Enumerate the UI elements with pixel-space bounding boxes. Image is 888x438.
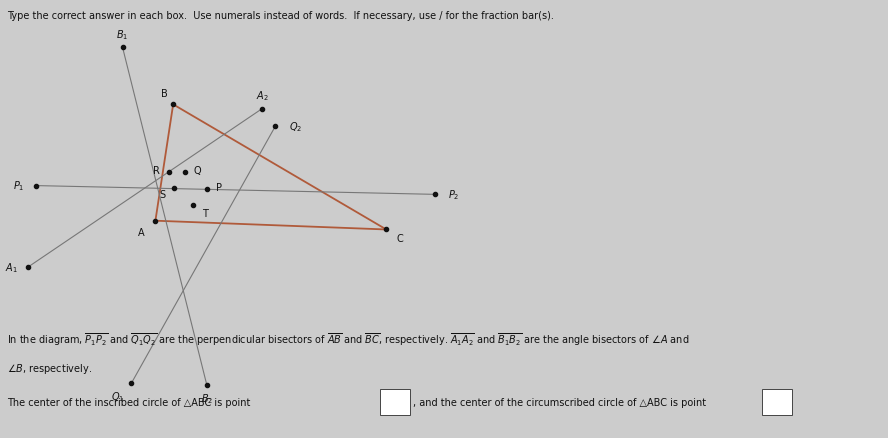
FancyBboxPatch shape [380,389,410,415]
Text: $A_1$: $A_1$ [5,260,18,274]
Text: P: P [216,183,222,192]
Text: $P_1$: $P_1$ [13,179,25,193]
FancyBboxPatch shape [762,389,792,415]
Text: Q: Q [194,166,202,176]
Text: , and the center of the circumscribed circle of △ABC is point: , and the center of the circumscribed ci… [413,397,706,407]
Text: The center of the inscribed circle of △ABC is point: The center of the inscribed circle of △A… [7,397,250,407]
Text: $B_1$: $B_1$ [116,28,129,42]
Text: B: B [161,89,168,99]
Text: $\angle B$, respectively.: $\angle B$, respectively. [7,361,92,375]
Text: $Q_1$: $Q_1$ [112,389,124,403]
Text: $Q_2$: $Q_2$ [289,120,302,134]
Text: In the diagram, $\overline{P_1P_2}$ and $\overline{Q_1Q_2}$ are the perpendicula: In the diagram, $\overline{P_1P_2}$ and … [7,331,689,347]
Text: $P_2$: $P_2$ [448,188,459,202]
Text: C: C [397,234,404,244]
Text: $B_2$: $B_2$ [201,392,213,406]
Text: Type the correct answer in each box.  Use numerals instead of words.  If necessa: Type the correct answer in each box. Use… [7,11,554,21]
Text: A: A [139,227,145,237]
Text: $A_2$: $A_2$ [256,89,268,103]
Text: R: R [153,166,160,176]
Text: S: S [159,190,165,200]
Text: T: T [202,209,208,219]
